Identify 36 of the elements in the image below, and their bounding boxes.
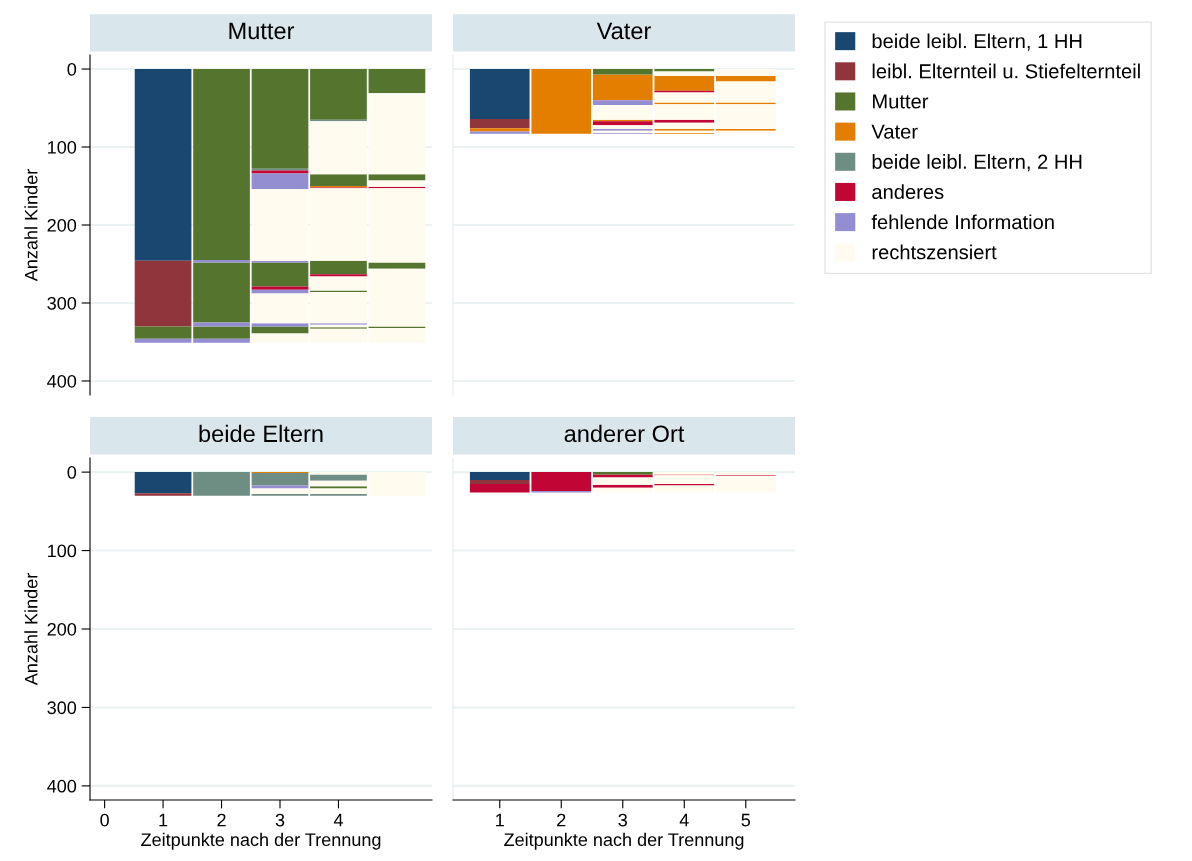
y-tick-label: 100 — [48, 544, 77, 558]
y-tick-label: 200 — [47, 622, 77, 636]
x-tick-label: 2 — [557, 813, 566, 827]
legend-label: Mutter — [873, 94, 929, 109]
x-tick-label: 1 — [159, 813, 168, 827]
x-axis-title: Zeitpunkte nach der Trennung — [504, 832, 744, 850]
x-tick-label: 3 — [275, 813, 285, 827]
y-tick-label: 400 — [47, 779, 77, 793]
legend-label: beide leibl. Eltern, 1 HH — [872, 33, 1082, 51]
legend-label: Vater — [871, 124, 918, 139]
x-tick-label: 3 — [618, 813, 627, 827]
x-tick-label: 1 — [496, 813, 504, 827]
y-axis-title: Anzahl Kinder — [24, 573, 38, 686]
chart-title: anderer Ort — [564, 424, 685, 443]
y-tick-label: 100 — [48, 140, 77, 154]
y-tick-label: 0 — [67, 62, 77, 76]
x-tick-label: 5 — [741, 813, 751, 827]
legend-label: beide leibl. Eltern, 2 HH — [872, 154, 1082, 172]
y-tick-label: 200 — [47, 218, 77, 232]
chart-title: beide Eltern — [199, 424, 323, 443]
x-tick-label: 0 — [100, 813, 109, 827]
chart-title: Mutter — [229, 22, 295, 40]
x-tick-label: 4 — [333, 813, 343, 827]
y-tick-label: 300 — [47, 701, 77, 715]
legend-label: rechtszensiert — [872, 244, 997, 260]
x-axis-title: Zeitpunkte nach der Trennung — [141, 832, 381, 850]
legend-label: anderes — [872, 184, 944, 200]
legend-label: leibl. Elternteil u. Stiefelternteil — [872, 63, 1140, 79]
y-axis-title: Anzahl Kinder — [24, 169, 38, 282]
y-tick-label: 300 — [47, 296, 77, 310]
y-tick-label: 400 — [47, 374, 77, 388]
x-tick-label: 2 — [217, 813, 226, 827]
chart-title: Vater — [596, 22, 651, 40]
x-tick-label: 4 — [679, 813, 689, 827]
legend-label: fehlende Information — [871, 214, 1054, 230]
y-tick-label: 0 — [67, 466, 77, 479]
